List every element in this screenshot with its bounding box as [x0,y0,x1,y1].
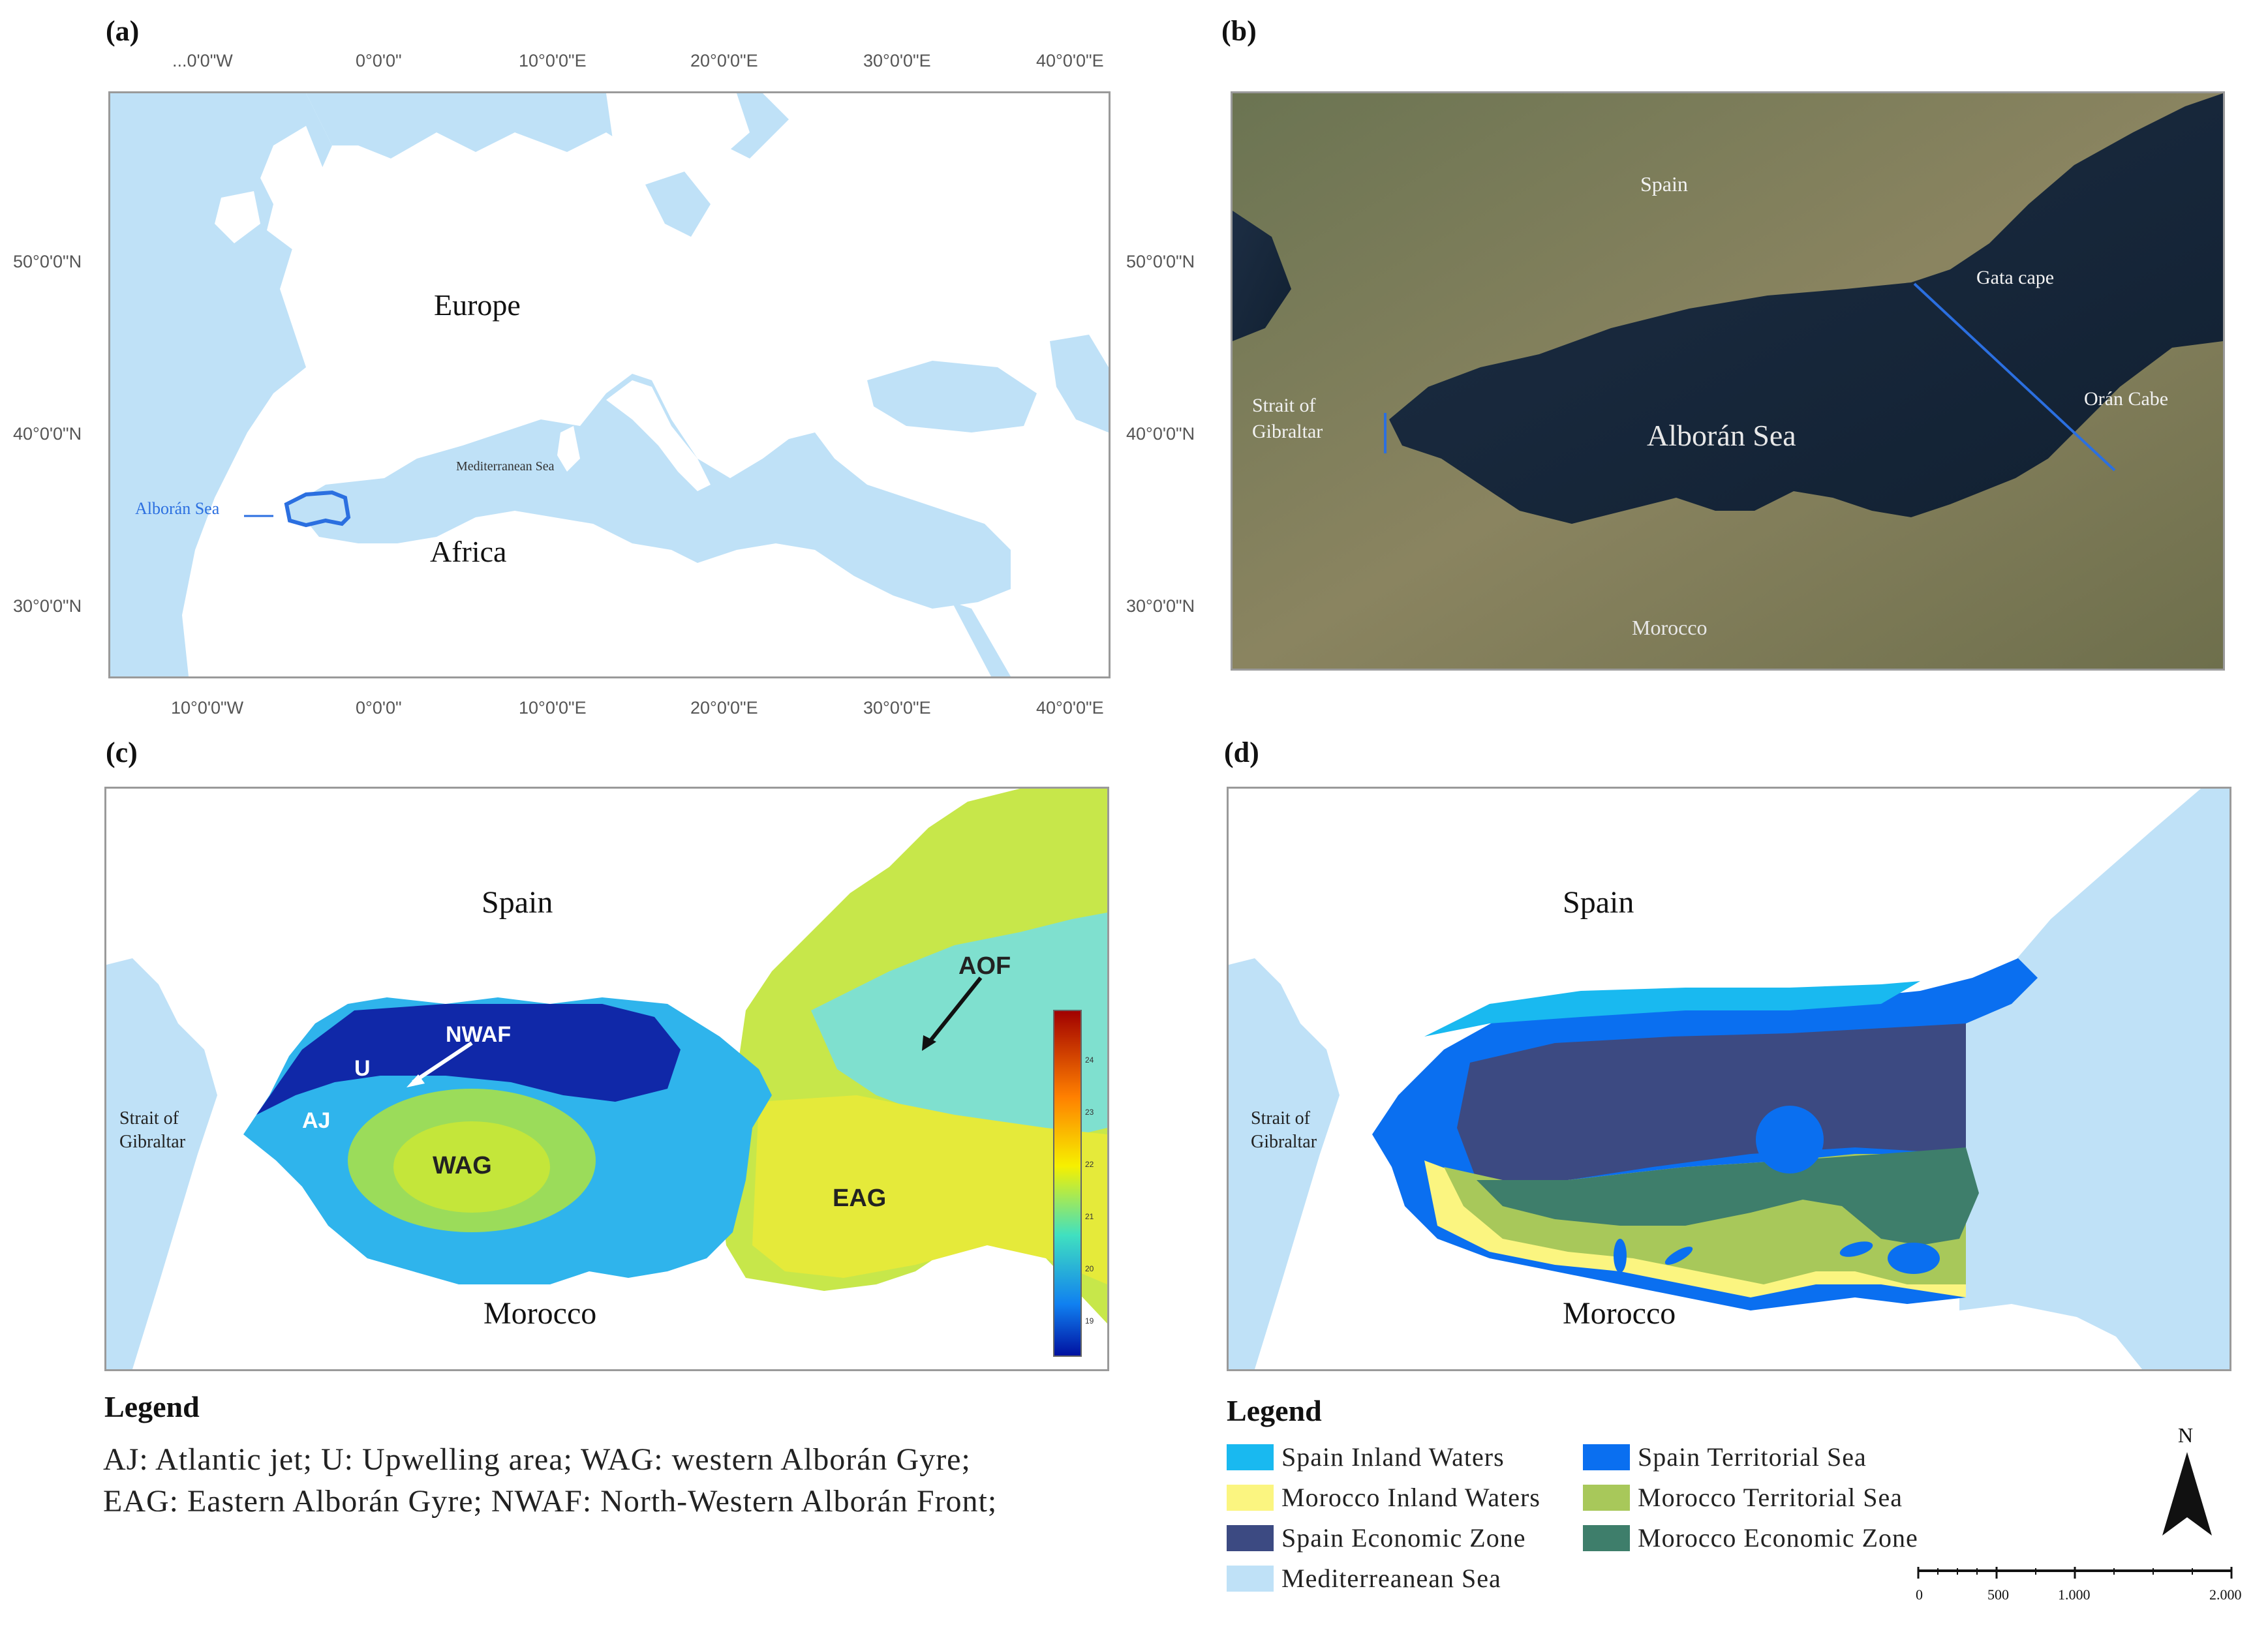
label-aj: AJ [302,1108,330,1133]
bottom-tick: 0°0'0" [356,698,402,718]
label-strait-line2: Gibraltar [1252,421,1323,442]
label-strait-line1: Strait of [1252,395,1316,416]
panel-d-map: Spain Morocco Strait of Gibraltar [1227,787,2231,1371]
legend-swatch [1227,1524,1274,1551]
label-nwaf: NWAF [446,1022,511,1047]
label-africa: Africa [430,535,506,568]
legend-item: Morocco Economic Zone [1583,1522,1918,1553]
legend-item: Spain Economic Zone [1227,1522,1525,1553]
legend-label: Spain Territorial Sea [1638,1442,1867,1472]
right-tick: 30°0'0"N [1126,596,1195,616]
label-oran-cabe: Orán Cabe [2084,388,2168,410]
scale-bar-graphic [1917,1567,2233,1579]
panel-d-label: (d) [1224,736,1259,768]
top-tick: ...0'0"W [172,51,233,70]
legend-d-title: Legend [1227,1394,1322,1427]
panel-b-satellite: Spain Gata cape Strait of Gibraltar Albo… [1231,91,2225,671]
label-spain: Spain [1640,172,1688,196]
colorbar-tick: 24 [1085,1055,1094,1065]
right-tick: 50°0'0"N [1126,252,1195,271]
legend-c-line2: EAG: Eastern Alborán Gyre; NWAF: North-W… [103,1484,998,1519]
label-morocco: Morocco [1632,616,1708,639]
colorbar-tick: 22 [1085,1160,1094,1169]
legend-label: Mediterreanean Sea [1281,1564,1501,1593]
colorbar-tick: 20 [1085,1264,1094,1273]
legend-swatch [1583,1484,1630,1511]
label-strait-line1: Strait of [1251,1108,1311,1129]
bottom-tick: 20°0'0"E [690,698,758,718]
label-spain: Spain [482,885,553,920]
label-strait-line1: Strait of [119,1108,179,1129]
legend-c-line1: AJ: Atlantic jet; U: Upwelling area; WAG… [103,1442,971,1477]
north-label: N [2178,1423,2194,1447]
top-tick: 30°0'0"E [863,51,931,70]
scale-bar: 0 500 1.000 2.000 [1916,1564,2242,1616]
top-tick: 0°0'0" [356,51,402,70]
top-tick: 20°0'0"E [690,51,758,70]
label-wag: WAG [433,1152,492,1179]
legend-item: Mediterreanean Sea [1227,1563,1501,1594]
right-tick: 40°0'0"N [1126,424,1195,444]
scale-tick: 500 [1987,1586,2009,1603]
label-morocco: Morocco [1563,1296,1676,1331]
label-alboran-sea: Alborán Sea [135,499,220,518]
bottom-tick: 10°0'0"W [171,698,244,718]
colorbar-tick: 23 [1085,1108,1094,1117]
legend-c-title: Legend [104,1390,200,1423]
colorbar-tick: 19 [1085,1316,1094,1325]
legend-swatch [1227,1484,1274,1511]
legend-item: Morocco Territorial Sea [1583,1482,1903,1513]
legend-swatch [1227,1444,1274,1470]
bottom-tick: 10°0'0"E [519,698,587,718]
label-aof: AOF [958,952,1011,980]
legend-item: Spain Inland Waters [1227,1442,1505,1472]
panel-c-map: 24 23 22 21 20 19 Spain Morocco Strait o… [104,787,1109,1371]
panel-b-label: (b) [1221,15,1257,47]
label-mediterranean: Mediterranean Sea [456,459,555,474]
label-morocco: Morocco [483,1296,596,1331]
legend-swatch [1583,1444,1630,1470]
legend-label: Morocco Territorial Sea [1638,1483,1903,1512]
scale-tick: 2.000 [2209,1586,2242,1603]
colorbar-tick: 21 [1085,1212,1094,1221]
legend-item: Morocco Inland Waters [1227,1482,1540,1513]
legend-label: Spain Economic Zone [1281,1523,1526,1553]
north-arrow: N [2161,1423,2213,1536]
left-tick: 30°0'0"N [13,596,82,616]
legend-label: Spain Inland Waters [1281,1442,1505,1472]
top-tick: 10°0'0"E [519,51,587,70]
north-arrow-icon [2162,1452,2212,1536]
label-strait-line2: Gibraltar [1251,1132,1317,1152]
label-alboran-sea: Alborán Sea [1647,419,1796,452]
label-spain: Spain [1563,885,1634,920]
panel-a-label: (a) [106,15,140,47]
scale-tick: 1.000 [2058,1586,2091,1603]
bottom-tick: 30°0'0"E [863,698,931,718]
legend-label: Morocco Inland Waters [1281,1483,1540,1512]
legend-swatch [1227,1565,1274,1592]
scale-tick: 0 [1916,1586,1923,1603]
label-gata-cape: Gata cape [1976,267,2054,288]
left-tick: 50°0'0"N [13,252,82,271]
legend-swatch [1583,1524,1630,1551]
legend-item: Spain Territorial Sea [1583,1442,1867,1472]
label-u: U [354,1056,371,1081]
left-tick: 40°0'0"N [13,424,82,444]
top-tick: 40°0'0"E [1036,51,1104,70]
panel-c-label: (c) [106,736,138,768]
panel-a-map: Europe Africa Mediterranean Sea Alborán … [108,91,1111,678]
label-strait-line2: Gibraltar [119,1132,186,1152]
label-eag: EAG [833,1185,886,1212]
label-europe: Europe [434,288,521,322]
bottom-tick: 40°0'0"E [1036,698,1104,718]
legend-label: Morocco Economic Zone [1638,1523,1918,1553]
